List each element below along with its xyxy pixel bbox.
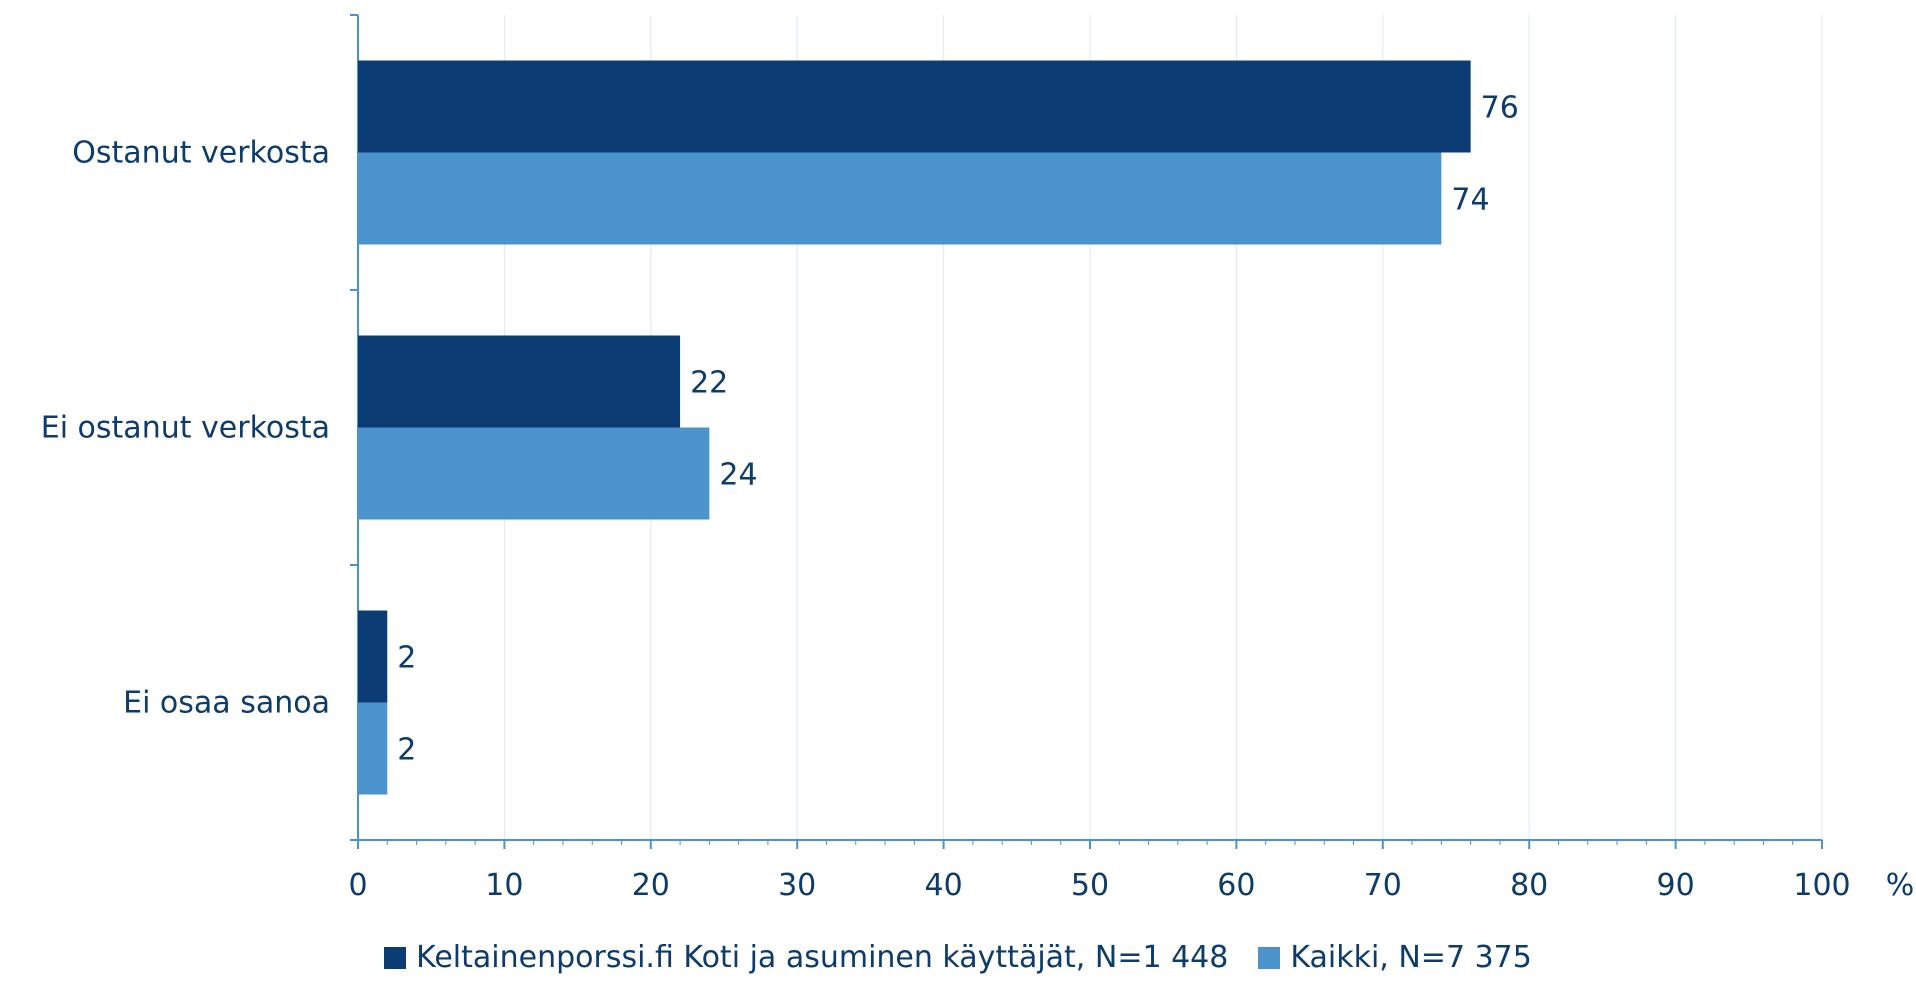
x-tick-label-100: 100 <box>1793 868 1850 903</box>
bar-series-2-category-1 <box>358 152 1442 245</box>
data-label-series-1-category-2: 22 <box>690 366 728 401</box>
x-tick-label-30: 30 <box>778 868 816 903</box>
legend-swatch-series-1 <box>384 946 407 969</box>
data-label-series-2-category-1: 74 <box>1451 183 1489 218</box>
bar-series-1-category-1 <box>358 60 1471 153</box>
x-tick-label-20: 20 <box>632 868 670 903</box>
x-tick-label-80: 80 <box>1510 868 1548 903</box>
data-label-series-1-category-1: 76 <box>1481 91 1519 126</box>
legend-item-series-2: Kaikki, N=7 375 <box>1258 940 1532 975</box>
bar-series-1-category-2 <box>358 335 681 428</box>
category-label-2: Ei ostanut verkosta <box>41 411 330 446</box>
legend-swatch-series-2 <box>1258 946 1281 969</box>
x-unit-label: % <box>1886 868 1915 903</box>
x-tick-label-70: 70 <box>1364 868 1402 903</box>
bar-series-2-category-2 <box>358 427 710 520</box>
bar-series-2-category-3 <box>358 702 388 795</box>
legend-item-series-1: Keltainenporssi.fi Koti ja asuminen käyt… <box>384 940 1228 975</box>
x-tick-label-40: 40 <box>925 868 963 903</box>
x-tick-label-60: 60 <box>1217 868 1255 903</box>
category-label-3: Ei osaa sanoa <box>123 686 330 721</box>
data-label-series-2-category-2: 24 <box>719 458 757 493</box>
data-label-series-2-category-3: 2 <box>397 733 416 768</box>
x-tick-label-0: 0 <box>348 868 367 903</box>
legend-label-series-1: Keltainenporssi.fi Koti ja asuminen käyt… <box>416 940 1229 975</box>
category-label-1: Ostanut verkosta <box>72 136 330 171</box>
legend-label-series-2: Kaikki, N=7 375 <box>1290 940 1532 975</box>
x-tick-label-50: 50 <box>1071 868 1109 903</box>
legend: Keltainenporssi.fi Koti ja asuminen käyt… <box>0 938 1916 977</box>
x-tick-label-90: 90 <box>1657 868 1695 903</box>
data-label-series-1-category-3: 2 <box>397 641 416 676</box>
x-tick-label-10: 10 <box>485 868 523 903</box>
bar-series-1-category-3 <box>358 610 388 703</box>
